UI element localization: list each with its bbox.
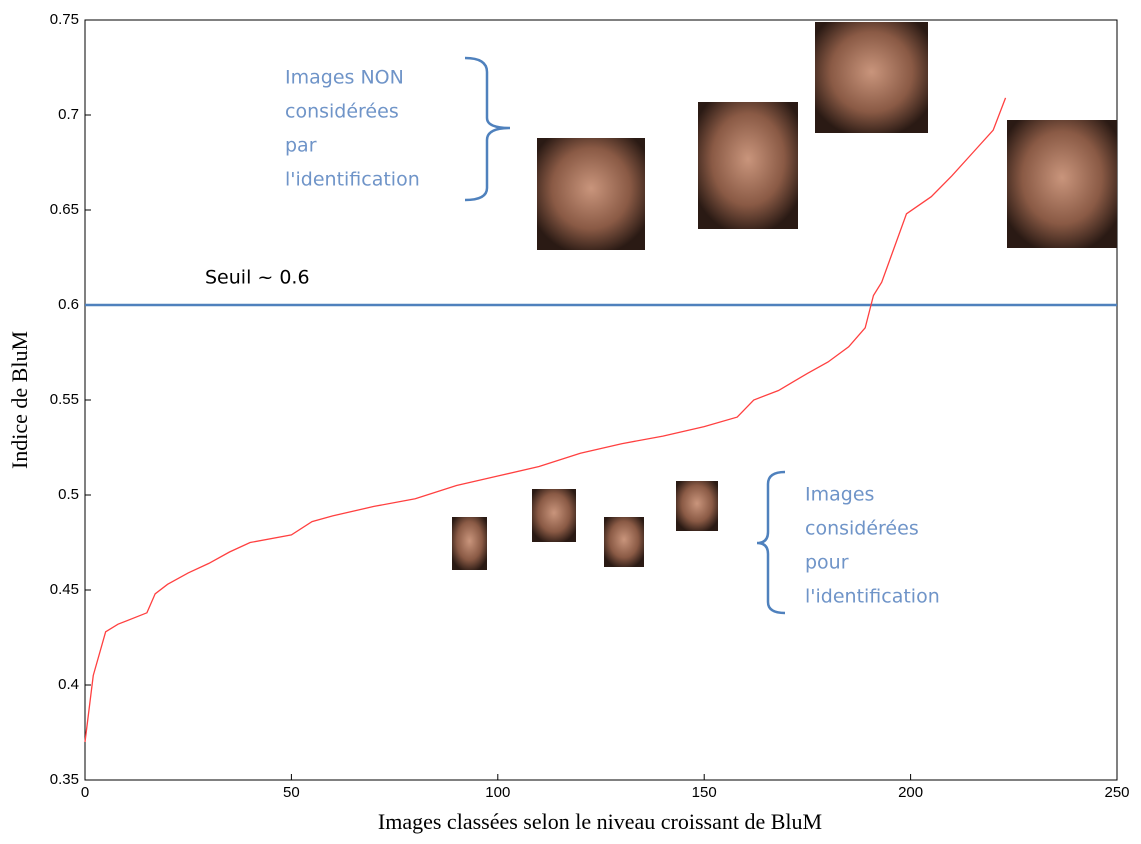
annotation-text: Images NON bbox=[285, 67, 404, 89]
annotation-text: considérées bbox=[285, 101, 399, 123]
face-image bbox=[537, 138, 645, 250]
face-image bbox=[452, 517, 487, 570]
x-tick-label: 50 bbox=[283, 784, 300, 801]
x-axis-label: Images classées selon le niveau croissan… bbox=[378, 809, 822, 834]
y-tick-label: 0.35 bbox=[50, 771, 79, 788]
annotation-text: l'identification bbox=[805, 586, 940, 608]
face-image bbox=[604, 517, 644, 567]
y-tick-label: 0.55 bbox=[50, 391, 79, 408]
threshold-label: Seuil ~ 0.6 bbox=[205, 267, 310, 289]
brace bbox=[756, 470, 786, 615]
face-images bbox=[452, 22, 1117, 570]
plot-frame bbox=[84, 19, 1118, 781]
y-tick-label: 0.45 bbox=[50, 581, 79, 598]
y-axis-label: Indice de BluM bbox=[7, 331, 32, 469]
y-tick-label: 0.4 bbox=[58, 676, 79, 693]
x-tick-label: 100 bbox=[485, 784, 510, 801]
x-tick-label: 200 bbox=[898, 784, 923, 801]
annotation-text: considérées bbox=[805, 518, 919, 540]
annotation-text: par bbox=[285, 135, 317, 157]
x-tick-label: 250 bbox=[1104, 784, 1129, 801]
annotation-text: pour bbox=[805, 552, 849, 574]
y-tick-label: 0.75 bbox=[50, 11, 79, 28]
y-tick-label: 0.65 bbox=[50, 201, 79, 218]
face-image bbox=[532, 489, 576, 542]
data-line bbox=[84, 97, 1007, 743]
annotation-text: Images bbox=[805, 484, 874, 506]
x-tick-label: 0 bbox=[81, 784, 89, 801]
face-image bbox=[815, 22, 928, 133]
y-tick-label: 0.7 bbox=[58, 106, 79, 123]
y-tick-label: 0.6 bbox=[58, 296, 79, 313]
x-tick-label: 150 bbox=[692, 784, 717, 801]
face-image bbox=[698, 102, 798, 229]
y-tick-label: 0.5 bbox=[58, 486, 79, 503]
face-image bbox=[1007, 120, 1117, 248]
annotation-text: l'identification bbox=[285, 169, 420, 191]
face-image bbox=[676, 481, 718, 531]
brace bbox=[464, 56, 511, 202]
